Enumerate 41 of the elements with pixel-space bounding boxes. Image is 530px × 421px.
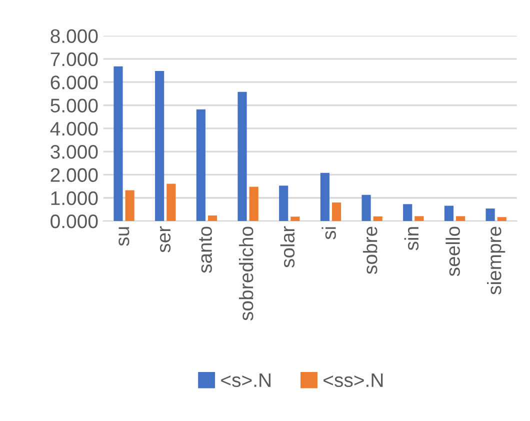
bar xyxy=(279,186,288,222)
bar xyxy=(320,172,330,222)
bar xyxy=(125,190,134,222)
y-tick-label: 5.000 xyxy=(50,98,98,112)
y-tick-label: 4.000 xyxy=(50,122,98,136)
bar xyxy=(166,184,176,222)
x-tick-label: santo xyxy=(199,226,212,273)
bar xyxy=(414,216,424,222)
legend-label: <ss>.N xyxy=(324,373,383,388)
x-tick-label: su xyxy=(118,227,130,246)
legend-label: <s>.N xyxy=(221,373,270,388)
x-tick-label: sobre xyxy=(362,226,378,274)
bar xyxy=(249,186,258,222)
bar xyxy=(290,216,300,222)
x-tick-label: sin xyxy=(404,227,419,250)
x-tick-label: sobredicho xyxy=(238,226,254,320)
bar xyxy=(114,66,123,222)
y-tick-label: 2.000 xyxy=(50,168,98,182)
bar xyxy=(155,70,164,222)
bar xyxy=(238,92,247,222)
y-tick-label: 1.000 xyxy=(51,191,98,206)
x-tick-label: seello xyxy=(446,226,460,276)
bar xyxy=(208,215,218,222)
y-tick-label: 7.000 xyxy=(50,52,98,66)
bar xyxy=(444,206,454,222)
x-tick-label: ser xyxy=(160,226,171,252)
x-tick-label: siempre xyxy=(487,226,506,294)
bar xyxy=(403,204,412,222)
bar xyxy=(196,109,206,222)
bar xyxy=(456,216,466,222)
bar xyxy=(497,217,506,222)
bar xyxy=(362,194,371,222)
bar xyxy=(373,216,382,222)
y-tick-label: 0.000 xyxy=(50,214,98,228)
bar xyxy=(486,208,495,222)
y-tick-label: 6.000 xyxy=(50,76,98,90)
x-tick-label: solar xyxy=(280,226,295,268)
y-tick-label: 8.000 xyxy=(50,29,98,44)
bar xyxy=(332,202,342,222)
y-tick-label: 3.000 xyxy=(50,145,98,159)
x-tick-label: si xyxy=(322,227,336,240)
